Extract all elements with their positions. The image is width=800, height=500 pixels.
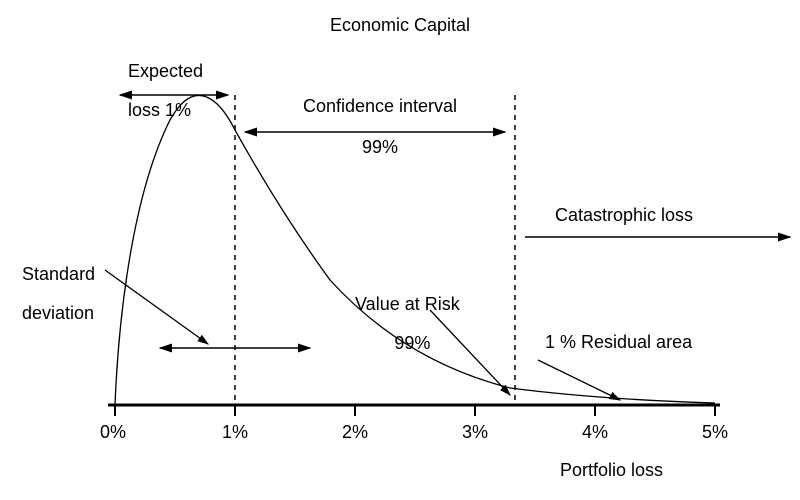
chart-svg xyxy=(0,0,800,500)
var-pointer-arrow xyxy=(430,310,510,395)
axis-ticks xyxy=(115,405,715,416)
residual-pointer-arrow xyxy=(538,360,620,400)
loss-distribution-curve xyxy=(115,95,715,405)
